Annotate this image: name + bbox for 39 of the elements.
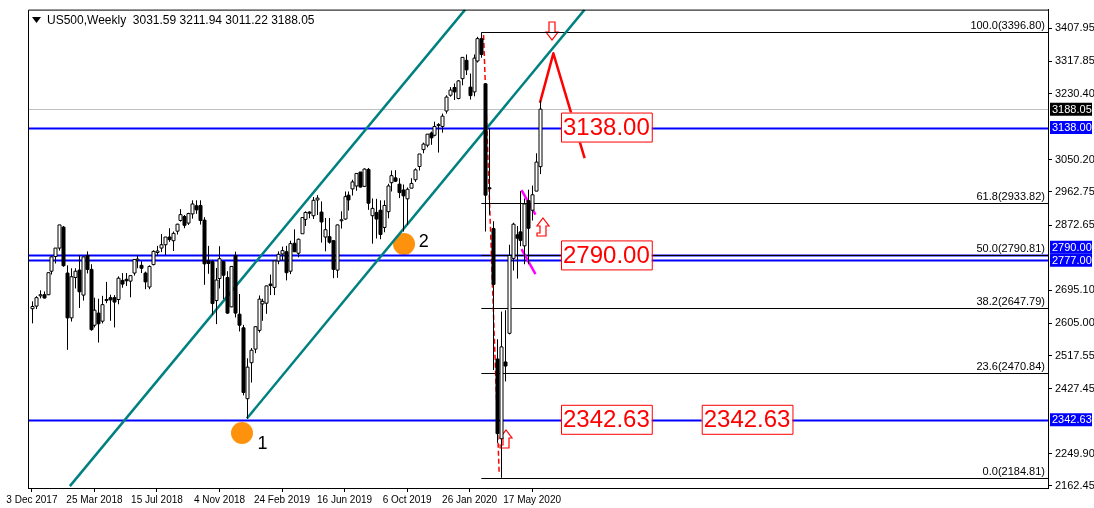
y-tick-label: 2872.65 — [1055, 218, 1094, 231]
ref-line-label: 2342.63 — [1052, 413, 1092, 426]
y-tick-label: 2605.00 — [1055, 316, 1094, 329]
annotation: 2790.00 — [563, 241, 650, 269]
annotation: 2342.63 — [703, 405, 791, 433]
x-tick-label: 15 Jul 2018 — [131, 493, 184, 505]
x-tick-label: 16 Jun 2019 — [317, 493, 373, 505]
x-tick-label: 17 May 2020 — [503, 493, 562, 505]
x-tick-label: 26 Jan 2020 — [442, 493, 498, 505]
y-tick-label: 3317.85 — [1055, 54, 1094, 67]
x-tick-label: 3 Dec 2017 — [6, 493, 58, 505]
annotation: 1 — [257, 433, 268, 454]
ref-line-label: 100.0(3396.80) — [970, 19, 1045, 32]
annotation: 2342.63 — [563, 405, 650, 433]
ref-line-label: 2777.00 — [1052, 253, 1092, 266]
ref-line-label: 38.2(2647.79) — [976, 295, 1045, 308]
y-tick-label: 2517.55 — [1055, 348, 1094, 361]
annotation: 2 — [418, 231, 429, 252]
annotation: 3138.00 — [563, 113, 650, 141]
ref-line-label: 61.8(2933.82) — [976, 190, 1045, 203]
ref-line-label: 3138.00 — [1052, 121, 1092, 134]
y-tick-label: 2162.45 — [1055, 479, 1094, 492]
ref-line-label: 2790.00 — [1052, 240, 1092, 253]
y-tick-label: 2427.45 — [1055, 381, 1094, 394]
x-tick-label: 24 Feb 2019 — [253, 493, 311, 505]
x-tick-label: 4 Nov 2018 — [193, 493, 246, 505]
chart-title: US500,Weekly 3031.59 3211.94 3011.22 3188.05 — [47, 12, 315, 27]
y-tick-label: 3407.95 — [1055, 21, 1094, 34]
y-tick-label: 3230.40 — [1055, 86, 1094, 99]
y-tick-label: 3050.20 — [1055, 152, 1094, 165]
ref-line-label: 3188.05 — [1052, 102, 1092, 115]
ref-line-label: 23.6(2470.84) — [976, 360, 1045, 373]
y-tick-label: 2249.90 — [1055, 446, 1094, 459]
x-tick-label: 25 Mar 2018 — [66, 493, 123, 505]
ref-line-label: 50.0(2790.81) — [976, 242, 1045, 255]
x-tick-label: 6 Oct 2019 — [382, 493, 432, 505]
y-tick-label: 2695.10 — [1055, 283, 1094, 296]
y-tick-label: 2962.75 — [1055, 184, 1094, 197]
ref-line-label: 0.0(2184.81) — [982, 465, 1045, 478]
